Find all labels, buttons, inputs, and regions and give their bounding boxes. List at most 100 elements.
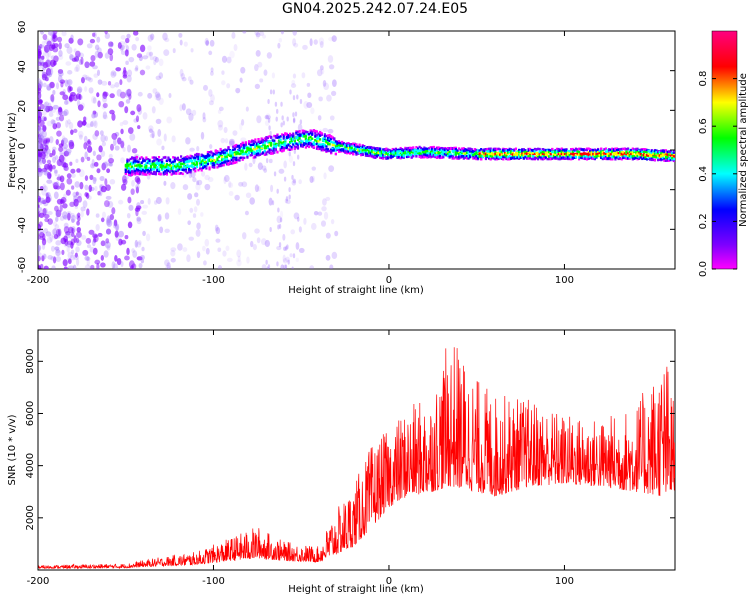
spectrogram-cell — [232, 159, 235, 162]
spectrogram-cell — [137, 164, 140, 167]
spectrogram-noise-cell — [45, 59, 51, 68]
spectrogram-cell — [137, 172, 140, 176]
spectrogram-noise-cell — [165, 264, 172, 269]
spectrogram-cell — [198, 159, 202, 163]
spectrogram-noise-cell — [111, 71, 115, 76]
spectrogram-noise-cell — [38, 135, 42, 143]
spectrogram-noise-cell — [69, 161, 73, 166]
spectrogram-noise-cell — [38, 80, 43, 88]
spectrogram-cell — [644, 156, 647, 159]
spectrogram-noise-cell — [55, 249, 61, 257]
spectrogram-cell — [167, 165, 170, 169]
spectrogram-cell — [235, 161, 238, 164]
spectrogram-noise-cell — [240, 66, 246, 74]
spectrogram-cell — [140, 161, 143, 164]
spectrogram-cell — [407, 147, 410, 150]
spectrogram-noise-cell — [54, 224, 60, 230]
spectrogram-cell — [650, 158, 653, 162]
spectrogram-noise-cell — [96, 263, 100, 269]
spectrogram-cell — [296, 147, 300, 150]
spectrogram-noise-cell — [48, 72, 53, 78]
spectrogram-cell — [420, 156, 423, 159]
spectrogram-cell — [210, 160, 213, 164]
spectrogram-cell — [363, 146, 366, 150]
spectrogram-cell — [432, 145, 435, 149]
spectrogram-cell — [666, 153, 669, 156]
spectrogram-cell — [661, 156, 664, 160]
spectrogram-noise-cell — [102, 111, 108, 120]
spectrogram-noise-cell — [262, 34, 267, 39]
spectrogram-noise-cell — [287, 259, 290, 265]
spectrogram-cell — [457, 152, 461, 156]
spectrogram-noise-cell — [126, 247, 130, 256]
spectrogram-noise-cell — [38, 265, 42, 269]
spectrogram-cell — [628, 149, 631, 152]
spectrogram-cell — [230, 162, 233, 165]
spectrogram-noise-cell — [105, 238, 110, 244]
spectrogram-noise-cell — [106, 168, 111, 174]
spectrogram-noise-cell — [292, 118, 296, 124]
spectrogram-noise-cell — [91, 112, 96, 119]
spectrogram-cell — [138, 157, 142, 160]
spectrogram-noise-cell — [100, 134, 106, 143]
spectrogram-cell — [184, 170, 187, 173]
spectrogram-cell — [314, 142, 317, 146]
spectrogram-cell — [375, 147, 379, 150]
spectrogram-cell — [538, 156, 541, 159]
spectrogram-noise-cell — [55, 240, 62, 246]
spectrogram-cell — [258, 140, 262, 143]
spectrogram-noise-cell — [293, 212, 300, 220]
spectrogram-noise-cell — [61, 110, 68, 117]
spectrogram-noise-cell — [53, 234, 59, 240]
spectrogram-noise-cell — [70, 241, 74, 249]
spectrogram-noise-cell — [204, 174, 210, 181]
spectrogram-noise-cell — [242, 232, 247, 240]
spectrogram-noise-cell — [73, 94, 78, 102]
spectrogram-noise-cell — [140, 200, 145, 205]
colorbar-tick-label: 0.0 — [698, 261, 709, 277]
spectrogram-cell — [222, 161, 225, 164]
spectrogram-cell — [127, 163, 131, 167]
spectrogram-noise-cell — [126, 74, 132, 83]
spectrogram-cell — [383, 151, 386, 154]
spectrogram-cell — [277, 143, 281, 146]
spectrogram-noise-cell — [192, 213, 197, 218]
spectrogram-cell — [552, 150, 555, 154]
spectrogram-cell — [641, 154, 644, 157]
spectrogram-cell — [543, 157, 546, 161]
spectrogram-cell — [154, 172, 157, 175]
spectrogram-noise-cell — [48, 112, 54, 117]
spectrogram-cell — [197, 159, 200, 163]
spectrogram-cell — [135, 172, 138, 175]
spectrogram-cell — [157, 163, 161, 167]
spectrogram-cell — [140, 156, 143, 159]
spectrogram-cell — [233, 153, 236, 156]
spectrogram-cell — [189, 169, 192, 172]
spectrogram-cell — [217, 161, 221, 164]
spectrogram-cell — [510, 148, 513, 151]
spectrogram-noise-cell — [179, 39, 183, 46]
spectrogram-noise-cell — [62, 137, 69, 144]
spectrogram-cell — [178, 161, 181, 164]
spectrogram-noise-cell — [264, 239, 271, 248]
spectrogram-noise-cell — [51, 164, 56, 170]
spectrogram-cell — [150, 164, 153, 168]
spectrogram-noise-cell — [278, 37, 283, 43]
spectrogram-cell — [293, 145, 296, 149]
spectrogram-cell — [328, 143, 331, 146]
spectrogram-noise-cell — [62, 94, 69, 101]
spectrogram-cell — [574, 153, 578, 157]
spectrogram-noise-cell — [80, 56, 84, 65]
spectrogram-cell — [143, 163, 146, 167]
spectrogram-cell — [603, 148, 606, 151]
spectrogram-cell — [257, 146, 260, 149]
spectrogram-cell — [306, 132, 309, 136]
spectrogram-cell — [495, 157, 499, 161]
spectrogram-cell — [206, 162, 210, 166]
spectrogram-cell — [434, 155, 437, 159]
spectrogram-cell — [281, 146, 284, 150]
spectrogram-cell — [622, 156, 625, 160]
spectrogram-cell — [397, 148, 401, 151]
